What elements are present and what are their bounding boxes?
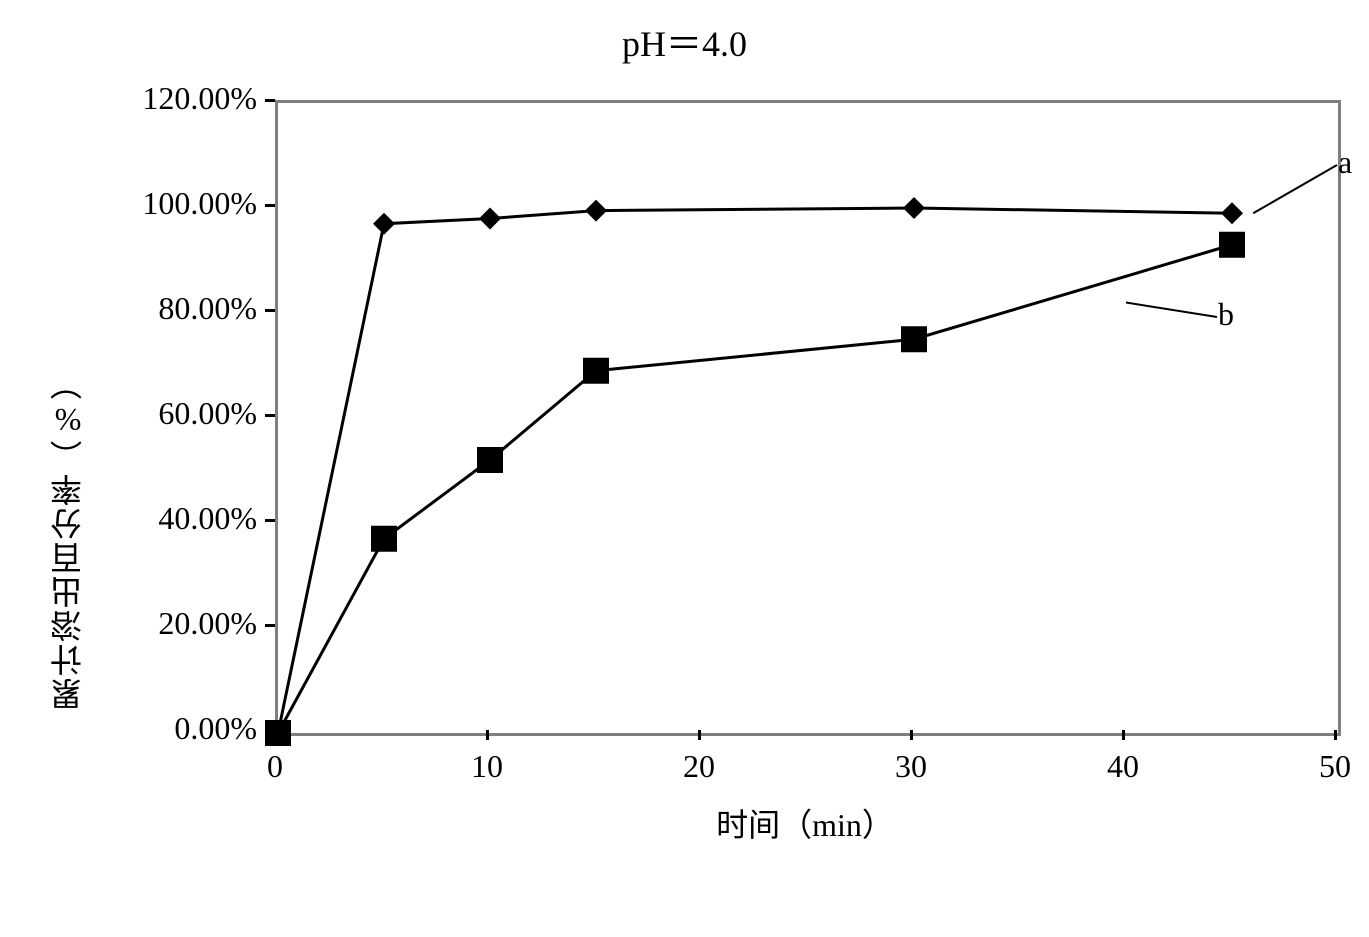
y-tick-mark — [265, 519, 275, 522]
y-tick-mark — [265, 624, 275, 627]
series-label-b: b — [1218, 296, 1234, 333]
x-tick-mark — [698, 730, 701, 740]
x-tick-label: 40 — [1083, 748, 1163, 785]
x-axis-label: 时间（min） — [275, 800, 1335, 846]
series-marker-a — [479, 208, 501, 230]
x-tick-label: 50 — [1295, 748, 1369, 785]
x-tick-label: 20 — [659, 748, 739, 785]
series-leader-b — [1126, 303, 1217, 318]
x-tick-mark — [910, 730, 913, 740]
series-line-b — [278, 245, 1232, 733]
x-tick-label: 10 — [447, 748, 527, 785]
series-marker-b — [265, 720, 291, 746]
y-tick-mark — [265, 414, 275, 417]
y-tick-label: 80.00% — [77, 290, 257, 327]
series-marker-b — [1219, 232, 1245, 258]
series-marker-b — [477, 447, 503, 473]
y-tick-label: 20.00% — [77, 605, 257, 642]
series-marker-b — [901, 326, 927, 352]
series-marker-b — [583, 358, 609, 384]
x-tick-label: 0 — [235, 748, 315, 785]
series-marker-a — [585, 200, 607, 222]
x-tick-mark — [486, 730, 489, 740]
y-tick-label: 40.00% — [77, 500, 257, 537]
chart-svg — [278, 103, 1338, 733]
x-tick-mark — [1334, 730, 1337, 740]
y-tick-label: 60.00% — [77, 395, 257, 432]
series-marker-a — [903, 197, 925, 219]
x-tick-mark — [274, 730, 277, 740]
x-tick-mark — [1122, 730, 1125, 740]
series-marker-a — [373, 213, 395, 235]
plot-area — [275, 100, 1341, 736]
y-tick-mark — [265, 99, 275, 102]
series-marker-b — [371, 526, 397, 552]
y-tick-label: 0.00% — [77, 710, 257, 747]
chart-container: pH＝4.0 累计溶出百分率（%） 时间（min） 0.00%20.00%40.… — [0, 0, 1369, 937]
y-tick-mark — [265, 204, 275, 207]
y-tick-label: 100.00% — [77, 185, 257, 222]
chart-title: pH＝4.0 — [0, 15, 1369, 67]
series-leader-a — [1253, 165, 1337, 213]
y-tick-label: 120.00% — [77, 80, 257, 117]
series-marker-a — [1221, 202, 1243, 224]
series-label-a: a — [1338, 144, 1352, 181]
y-tick-mark — [265, 309, 275, 312]
x-tick-label: 30 — [871, 748, 951, 785]
